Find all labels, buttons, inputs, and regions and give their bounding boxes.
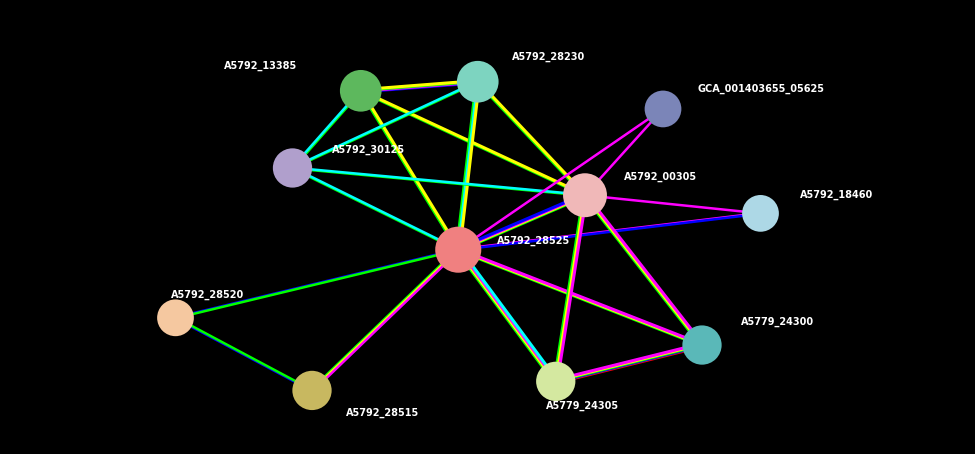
Text: A5792_30125: A5792_30125 <box>332 145 405 155</box>
Text: GCA_001403655_05625: GCA_001403655_05625 <box>697 84 824 94</box>
Text: A5792_13385: A5792_13385 <box>224 61 297 71</box>
Point <box>353 87 369 94</box>
Text: A5792_28525: A5792_28525 <box>497 236 570 246</box>
Text: A5792_18460: A5792_18460 <box>800 190 873 200</box>
Point <box>655 105 671 113</box>
Point <box>304 387 320 394</box>
Text: A5792_28520: A5792_28520 <box>171 290 244 300</box>
Point <box>577 192 593 199</box>
Text: A5779_24305: A5779_24305 <box>546 401 619 411</box>
Text: A5779_24300: A5779_24300 <box>741 317 814 327</box>
Text: A5792_00305: A5792_00305 <box>624 172 697 182</box>
Point <box>285 164 300 172</box>
Point <box>753 210 768 217</box>
Point <box>168 314 183 321</box>
Point <box>470 78 486 85</box>
Text: A5792_28230: A5792_28230 <box>512 52 585 62</box>
Text: A5792_28515: A5792_28515 <box>346 408 419 418</box>
Point <box>548 378 564 385</box>
Point <box>450 246 466 253</box>
Point <box>694 341 710 349</box>
